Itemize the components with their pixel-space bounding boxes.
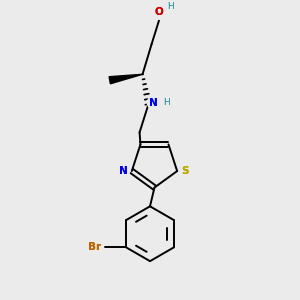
Circle shape [118, 165, 129, 177]
Polygon shape [109, 74, 142, 84]
Text: N: N [149, 98, 158, 108]
Text: N: N [119, 166, 128, 176]
Text: S: S [182, 166, 189, 176]
Circle shape [179, 165, 191, 177]
Text: H: H [163, 98, 170, 107]
Text: H: H [163, 98, 170, 107]
Text: S: S [182, 166, 189, 176]
Text: N: N [149, 98, 158, 108]
Text: O: O [154, 7, 163, 17]
Text: O: O [154, 7, 163, 17]
Text: N: N [119, 166, 128, 176]
Circle shape [152, 6, 166, 19]
Circle shape [147, 96, 161, 109]
Text: Br: Br [88, 242, 101, 252]
Text: Br: Br [88, 242, 101, 252]
Text: H: H [167, 2, 174, 11]
Circle shape [85, 238, 103, 256]
Text: H: H [167, 2, 174, 11]
